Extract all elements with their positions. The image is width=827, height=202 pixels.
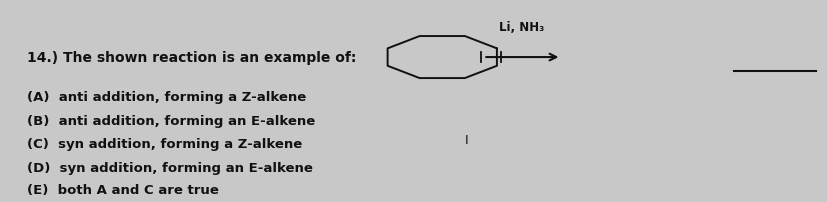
Text: (E)  both A and C are true: (E) both A and C are true	[27, 183, 219, 196]
Text: (C)  syn addition, forming a Z-alkene: (C) syn addition, forming a Z-alkene	[27, 138, 303, 151]
Text: I: I	[465, 134, 469, 147]
Text: (D)  syn addition, forming an E-alkene: (D) syn addition, forming an E-alkene	[27, 161, 313, 174]
Text: 14.) The shown reaction is an example of:: 14.) The shown reaction is an example of…	[27, 51, 356, 65]
Text: (A)  anti addition, forming a Z-alkene: (A) anti addition, forming a Z-alkene	[27, 91, 307, 104]
Text: Li, NH₃: Li, NH₃	[500, 21, 544, 34]
Text: (B)  anti addition, forming an E-alkene: (B) anti addition, forming an E-alkene	[27, 114, 316, 127]
